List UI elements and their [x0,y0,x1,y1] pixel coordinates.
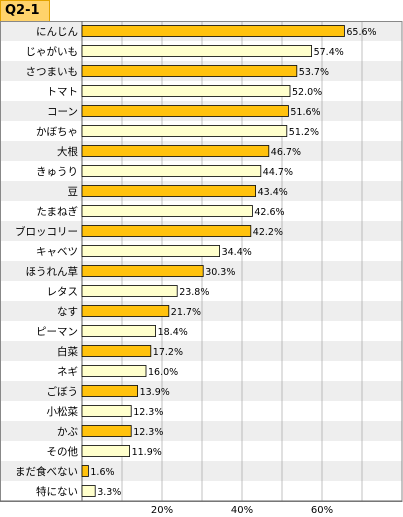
value-label: 17.2% [153,347,183,358]
bar-5 [81,105,289,117]
bar-23 [81,465,89,477]
bar-10 [81,205,253,217]
tick-label: 40% [231,505,253,516]
category-label: ほうれん草 [26,266,79,278]
question-label: Q2-1 [0,0,50,22]
bar-2 [81,45,313,57]
bar-16 [81,325,156,337]
bar-17 [81,345,152,357]
value-label: 11.9% [132,447,162,458]
bar-1 [81,25,345,37]
category-label: たまねぎ [36,205,78,218]
category-label: ごぼう [47,385,79,398]
bar-3 [81,65,298,77]
tick-label: 20% [151,505,173,516]
category-label: キャベツ [36,246,78,258]
value-label: 42.2% [253,227,283,238]
category-label: かぶ [57,426,78,438]
bar-21 [81,425,132,437]
bar-4 [81,85,291,97]
bar-7 [81,145,270,157]
value-label: 44.7% [263,167,293,178]
bar-15 [81,305,170,317]
value-label: 21.7% [171,307,201,318]
value-label: 43.4% [258,187,288,198]
category-label: 小松菜 [47,405,79,418]
value-label: 23.8% [179,287,209,298]
category-label: ネギ [57,366,78,378]
bar-12 [81,245,221,257]
category-label: じゃがいも [26,45,79,58]
category-label: その他 [47,445,79,458]
category-label: トマト [47,86,79,98]
category-label: 豆 [68,186,79,198]
value-label: 13.9% [140,387,170,398]
value-label: 46.7% [271,147,301,158]
category-label: コーン [47,106,78,118]
bar-6 [81,125,288,137]
bar-22 [81,445,130,457]
category-label: かぼちゃ [36,126,78,138]
bar-14 [81,285,178,297]
value-label: 53.7% [299,67,329,78]
value-label: 57.4% [314,47,344,58]
value-label: 30.3% [205,267,235,278]
bar-8 [81,165,262,177]
value-label: 1.6% [90,467,114,478]
bar-13 [81,265,204,277]
value-label: 51.6% [290,107,320,118]
value-label: 12.3% [133,427,163,438]
value-label: 51.2% [289,127,319,138]
value-label: 12.3% [133,407,163,418]
bar-24 [81,485,96,497]
tick-label: 60% [311,505,333,516]
bar-11 [81,225,252,237]
value-label: 18.4% [158,327,188,338]
category-label: 大根 [57,145,78,158]
value-label: 52.0% [292,87,322,98]
value-label: 65.6% [346,27,376,38]
category-label: まだ食べない [15,465,78,478]
value-label: 42.6% [254,207,284,218]
category-label: にんじん [36,26,78,38]
category-label: ブロッコリー [15,225,78,238]
value-label: 3.3% [97,487,121,498]
bar-19 [81,385,138,397]
bar-20 [81,405,132,417]
category-label: 特にない [36,486,78,498]
category-label: なす [57,306,78,318]
category-label: 白菜 [57,345,78,358]
row-shade [1,461,402,481]
bar-18 [81,365,147,377]
category-label: さつまいも [26,66,79,78]
category-label: きゅうり [36,166,78,178]
value-label: 34.4% [222,247,252,258]
category-label: ピーマン [36,326,78,338]
category-label: レタス [47,286,79,298]
value-label: 16.0% [148,367,178,378]
bar-9 [81,185,257,197]
